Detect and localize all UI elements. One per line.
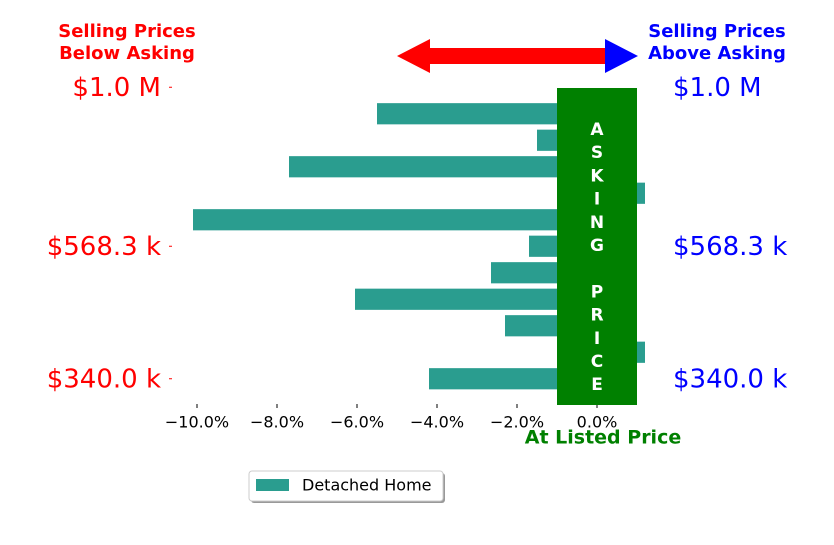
asking-price-label: ASKING PRICE bbox=[587, 120, 607, 398]
legend-label: Detached Home bbox=[302, 476, 432, 495]
y2-tick-label: $340.0 k bbox=[673, 364, 787, 394]
y-tick-label: $1.0 M bbox=[72, 73, 161, 103]
annotation-below-2: Below Asking bbox=[59, 43, 195, 64]
x-tick-label: −6.0% bbox=[330, 413, 384, 432]
y-tick-label: $340.0 k bbox=[47, 364, 161, 394]
bar bbox=[193, 209, 597, 231]
y2-tick-label: $1.0 M bbox=[673, 73, 762, 103]
plot: −10.0% −8.0% −6.0% −4.0% −2.0% 0.0% $340.0 k $3… bbox=[47, 73, 788, 432]
bar bbox=[289, 156, 597, 178]
listed-price-label: At Listed Price bbox=[525, 427, 681, 449]
arrow-right bbox=[605, 39, 638, 73]
annotation-above-1: Selling Prices bbox=[648, 21, 785, 42]
y-tick-label: $568.3 k bbox=[47, 232, 161, 262]
bar bbox=[429, 368, 597, 390]
x-tick-label: −4.0% bbox=[410, 413, 464, 432]
legend-box bbox=[248, 470, 444, 502]
x-tick-label: −8.0% bbox=[250, 413, 304, 432]
bar bbox=[355, 288, 597, 310]
x-tick-label: 0.0% bbox=[577, 413, 618, 432]
legend-swatch bbox=[256, 479, 289, 491]
annotation-above-2: Above Asking bbox=[648, 43, 786, 64]
x-tick-label: −10.0% bbox=[165, 413, 229, 432]
bar bbox=[377, 103, 597, 125]
annotation-below-1: Selling Prices bbox=[58, 21, 195, 42]
x-tick-label: −2.0% bbox=[490, 413, 544, 432]
arrow-left bbox=[397, 39, 607, 73]
y2-tick-label: $568.3 k bbox=[673, 232, 787, 262]
asking-price-box bbox=[557, 88, 637, 405]
